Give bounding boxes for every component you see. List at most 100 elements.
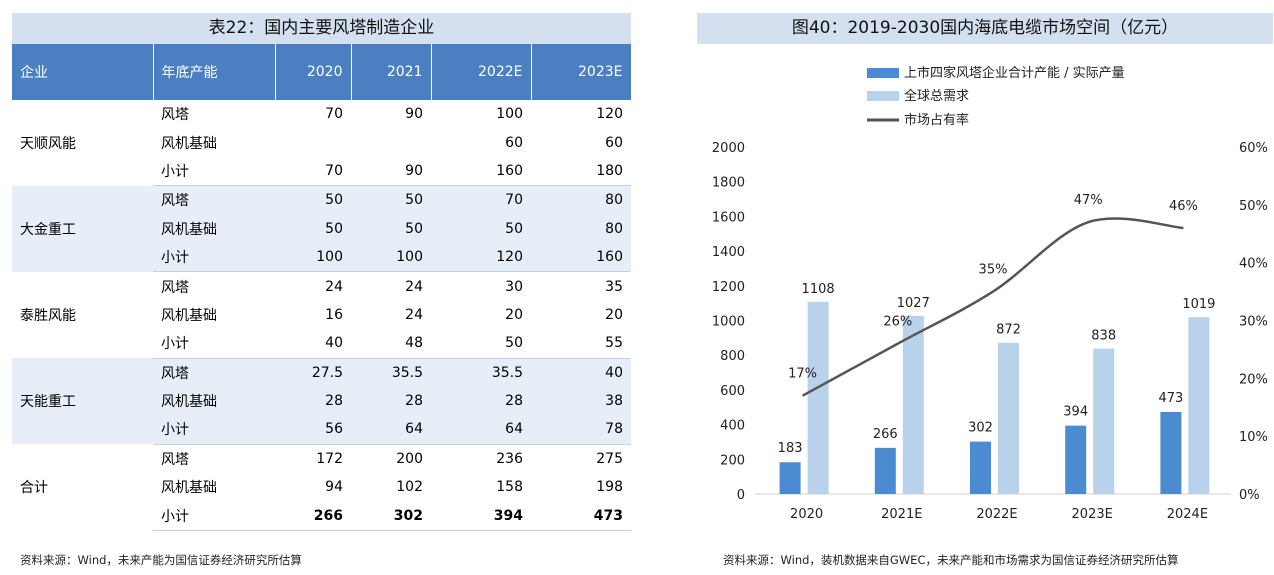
value-cell: 56 bbox=[275, 415, 351, 445]
bar-demand-label: 1027 bbox=[897, 296, 930, 311]
table-row: 风机基础 16 24 20 20 bbox=[12, 301, 631, 329]
bar-demand-label: 1108 bbox=[802, 282, 835, 297]
value-cell: 24 bbox=[405, 278, 423, 295]
value-cell: 24 bbox=[325, 278, 343, 295]
y-tick-label: 1200 bbox=[712, 280, 745, 295]
value-cell: 70 bbox=[325, 106, 343, 123]
value-cell: 64 bbox=[351, 415, 431, 445]
item-cell: 风塔 bbox=[153, 185, 275, 215]
market-share-line bbox=[802, 217, 1184, 397]
table-row: 天顺风能 风塔 70 90 100 120 bbox=[12, 100, 631, 152]
y-tick-label: 800 bbox=[720, 349, 745, 364]
market-share-label: 47% bbox=[1074, 193, 1103, 208]
value-cell bbox=[351, 128, 431, 156]
market-share-label: 35% bbox=[979, 263, 1008, 278]
table-row: 合计 风塔 172 200 236 275 bbox=[12, 444, 631, 496]
value-cell: 180 bbox=[531, 156, 631, 187]
manufacturers-table: 企业 年底产能 2020 2021 2022E 2023E 天顺风能 风塔 70 90… bbox=[12, 44, 632, 531]
bar-demand-label: 838 bbox=[1091, 329, 1116, 344]
chart-title: 图40：2019-2030国内海底电缆市场空间（亿元） bbox=[697, 13, 1273, 44]
x-tick-label: 2023E bbox=[1072, 507, 1113, 522]
market-share-label: 26% bbox=[883, 315, 912, 330]
bar-demand bbox=[902, 315, 924, 494]
chart-source: 资料来源：Wind，装机数据来自GWEC，未来产能和市场需求为国信证券经济研究所… bbox=[723, 553, 1179, 567]
y-tick-label: 1000 bbox=[712, 315, 745, 330]
value-cell: 90 bbox=[351, 156, 431, 187]
value-cell: 70 bbox=[275, 156, 351, 187]
value-cell: 28 bbox=[431, 386, 531, 416]
bar-demand-label: 1019 bbox=[1182, 297, 1215, 312]
value-cell: 120 bbox=[431, 242, 531, 273]
table-row: 风机基础 50 50 50 80 bbox=[12, 214, 631, 243]
bar-capacity-label: 183 bbox=[778, 441, 803, 456]
table-row: 小计 100 100 120 160 bbox=[12, 242, 631, 273]
y-tick-label: 2000 bbox=[712, 141, 745, 156]
value-cell: 100 bbox=[351, 242, 431, 273]
value-cell: 50 bbox=[431, 329, 531, 359]
value-cell: 35.5 bbox=[431, 358, 531, 387]
value-cell: 80 bbox=[531, 214, 631, 243]
legend-label-capacity: 上市四家风塔企业合计产能 / 实际产量 bbox=[904, 65, 1125, 81]
company-cell: 泰胜风能 bbox=[20, 307, 76, 324]
bar-demand bbox=[1093, 348, 1115, 494]
value-cell: 20 bbox=[605, 306, 623, 323]
value-cell: 394 bbox=[431, 501, 531, 531]
y-tick-label: 1400 bbox=[712, 245, 745, 260]
item-cell: 风塔 bbox=[153, 358, 275, 387]
x-tick-label: 2020 bbox=[790, 507, 823, 522]
table-row: 小计 266 302 394 473 bbox=[12, 501, 631, 531]
value-cell: 200 bbox=[396, 450, 423, 467]
header-2021: 2021 bbox=[351, 44, 432, 100]
table-title: 表22：国内主要风塔制造企业 bbox=[12, 13, 631, 44]
bar-capacity-label: 266 bbox=[873, 427, 898, 442]
item-cell: 风机基础 bbox=[153, 386, 275, 416]
value-cell: 64 bbox=[431, 415, 531, 445]
table-row: 风机基础 28 28 28 38 bbox=[12, 386, 631, 416]
value-cell: 28 bbox=[275, 386, 351, 416]
table-source: 资料来源：Wind，未来产能为国信证券经济研究所估算 bbox=[20, 553, 302, 567]
item-cell: 小计 bbox=[153, 242, 275, 273]
bar-capacity bbox=[970, 441, 991, 494]
value-cell: 35.5 bbox=[351, 358, 431, 387]
value-cell: 40 bbox=[275, 329, 351, 359]
value-cell: 50 bbox=[275, 214, 351, 243]
value-cell: 28 bbox=[351, 386, 431, 416]
bar-capacity bbox=[874, 447, 896, 494]
table-row: 小计 70 90 160 180 bbox=[12, 156, 631, 187]
bar-capacity bbox=[779, 462, 801, 494]
item-cell: 风塔 bbox=[161, 107, 189, 124]
company-cell: 合计 bbox=[20, 480, 48, 497]
market-share-label: 46% bbox=[1169, 199, 1198, 214]
header-2022e: 2022E bbox=[431, 44, 532, 100]
value-cell: 20 bbox=[505, 306, 523, 323]
bar-demand-label: 872 bbox=[996, 323, 1021, 338]
table-header-row: 企业 年底产能 2020 2021 2022E 2023E bbox=[12, 44, 632, 100]
x-tick-label: 2024E bbox=[1167, 507, 1208, 522]
x-tick-label: 2021E bbox=[881, 507, 922, 522]
y2-tick-label: 0% bbox=[1239, 488, 1260, 503]
legend-label-demand: 全球总需求 bbox=[904, 88, 969, 104]
table-row: 小计 40 48 50 55 bbox=[12, 329, 631, 359]
value-cell: 16 bbox=[325, 306, 343, 323]
item-cell: 小计 bbox=[153, 501, 275, 531]
item-cell: 风塔 bbox=[161, 451, 189, 468]
value-cell: 50 bbox=[431, 214, 531, 243]
table-row: 小计 56 64 64 78 bbox=[12, 415, 631, 445]
value-cell: 275 bbox=[596, 450, 623, 467]
item-cell: 小计 bbox=[153, 329, 275, 359]
bar-demand bbox=[998, 342, 1019, 494]
value-cell: 50 bbox=[351, 214, 431, 243]
table-row: 风机基础 94 102 158 198 bbox=[12, 473, 631, 501]
table-row: 天能重工 风塔 27.5 35.5 35.5 40 bbox=[12, 358, 631, 445]
table-row: 泰胜风能 风塔 24 24 30 35 bbox=[12, 272, 631, 324]
x-tick-label: 2022E bbox=[976, 507, 1017, 522]
item-cell: 风机基础 bbox=[153, 214, 275, 243]
value-cell: 236 bbox=[496, 450, 523, 467]
bar-capacity-label: 473 bbox=[1158, 391, 1183, 406]
item-cell: 小计 bbox=[153, 156, 275, 187]
bar-demand bbox=[1188, 317, 1210, 494]
value-cell: 78 bbox=[531, 415, 631, 445]
value-cell: 27.5 bbox=[275, 358, 351, 387]
y2-tick-label: 10% bbox=[1239, 430, 1268, 445]
header-company: 企业 bbox=[12, 44, 154, 100]
